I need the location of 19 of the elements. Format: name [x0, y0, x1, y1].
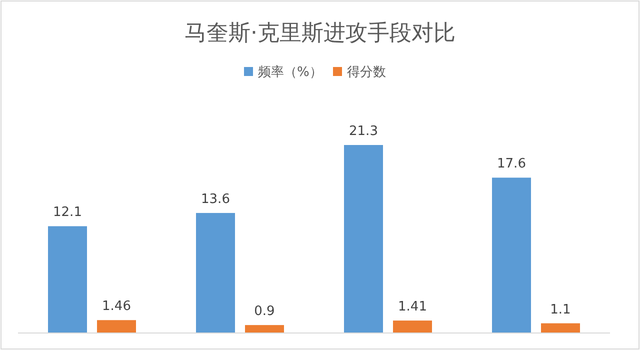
legend-label: 频率（%）	[258, 64, 322, 80]
legend-label: 得分数	[347, 65, 386, 80]
data-label: 17.6	[497, 156, 526, 172]
data-label: 1.41	[398, 300, 427, 315]
data-label: 21.3	[349, 124, 378, 139]
bar	[344, 145, 383, 333]
bar	[393, 320, 432, 333]
data-label: 12.1	[53, 205, 82, 220]
bar	[196, 212, 235, 333]
bar	[541, 323, 580, 333]
bar	[492, 178, 531, 333]
bar	[97, 320, 136, 333]
data-label: 1.46	[102, 299, 131, 314]
bar	[245, 325, 284, 333]
data-label: 0.9	[254, 304, 275, 320]
data-label: 1.1	[550, 302, 571, 318]
data-label: 13.6	[201, 192, 230, 207]
chart-title: 马奎斯·克里斯进攻手段对比	[184, 21, 456, 46]
bar	[48, 226, 87, 333]
